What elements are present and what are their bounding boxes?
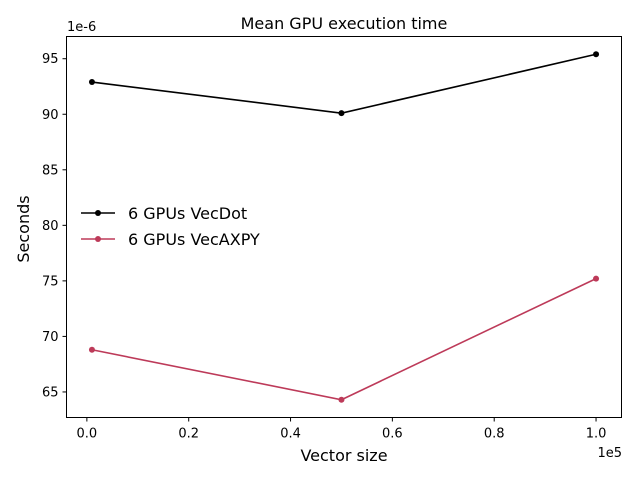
y-offset-label: 1e-6: [67, 20, 96, 35]
data-point: [88, 79, 95, 86]
y-tick-label: 65: [42, 385, 59, 400]
series-line-1: [91, 277, 597, 401]
data-point: [593, 275, 600, 282]
y-axis-label: Seconds: [14, 195, 33, 262]
data-point: [338, 396, 345, 403]
chart-title: Mean GPU execution time: [241, 14, 448, 33]
legend-marker: [95, 210, 101, 216]
y-tick-label: 95: [42, 52, 59, 67]
y-tick-label: 75: [42, 274, 59, 289]
data-point: [338, 110, 345, 117]
x-tick-label: 0.4: [280, 427, 301, 442]
x-tick-label: 0.0: [77, 427, 98, 442]
x-tick-label: 0.6: [382, 427, 403, 442]
legend-marker: [95, 236, 101, 242]
y-tick-label: 80: [42, 219, 59, 234]
legend-label: 6 GPUs VecDot: [128, 204, 247, 223]
axis-ticks: 0.0 0.2 0.4 0.6 0.8 1.0 65 70 75 80 85 90 95: [42, 52, 606, 441]
x-tick-label: 1.0: [586, 427, 607, 442]
legend-label: 6 GPUs VecAXPY: [128, 230, 260, 249]
data-point: [593, 51, 600, 58]
y-tick-label: 85: [42, 163, 59, 178]
series-line-0: [91, 53, 597, 114]
y-tick-label: 90: [42, 108, 59, 123]
x-tick-label: 0.8: [484, 427, 505, 442]
x-tick-label: 0.2: [178, 427, 199, 442]
plot-frame: [66, 36, 622, 418]
legend: 6 GPUs VecDot 6 GPUs VecAXPY: [81, 204, 260, 249]
y-tick-label: 70: [42, 330, 59, 345]
x-offset-label: 1e5: [597, 446, 622, 461]
data-point: [88, 346, 95, 353]
series-layer: [88, 51, 600, 403]
x-axis-label: Vector size: [300, 446, 387, 465]
